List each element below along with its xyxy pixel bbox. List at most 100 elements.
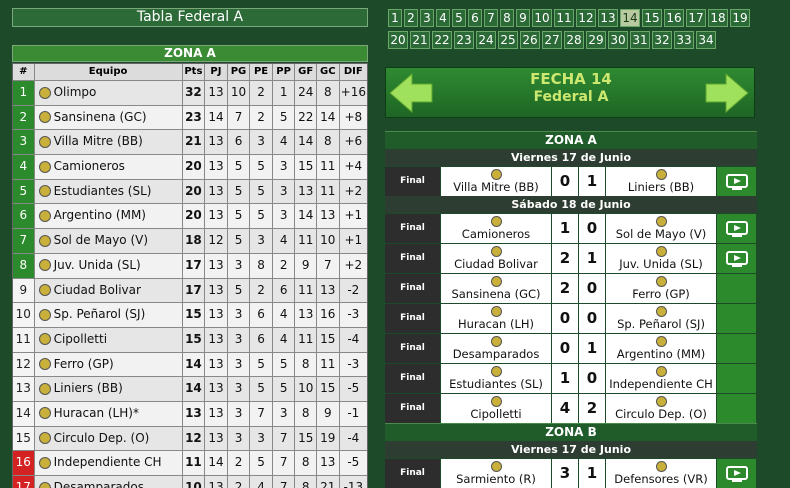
tv-cell[interactable] — [717, 167, 756, 196]
stat-cell: 4 — [272, 327, 295, 352]
round-button[interactable]: 9 — [516, 9, 530, 27]
stat-cell: -1 — [339, 401, 368, 426]
round-button[interactable]: 2 — [404, 9, 418, 27]
home-score: 4 — [552, 394, 578, 423]
round-button[interactable]: 12 — [576, 9, 596, 27]
team-label: Desamparados — [53, 480, 144, 488]
round-button[interactable]: 24 — [476, 31, 496, 49]
round-button[interactable]: 34 — [696, 31, 716, 49]
stat-cell: 10 — [295, 377, 317, 401]
team-cell: Independiente CH — [606, 364, 716, 393]
tv-icon — [725, 173, 748, 190]
match-status: Final — [385, 167, 440, 196]
team-cell: Defensores (VR) — [606, 459, 716, 488]
stat-cell: 20 — [182, 204, 205, 229]
round-button[interactable]: 6 — [468, 9, 482, 27]
team-cell: Ferro (GP) — [606, 274, 716, 303]
team-name: Estudiantes (SL) — [34, 179, 182, 204]
round-button[interactable]: 19 — [730, 9, 750, 27]
date-header: Sábado 18 de Junio — [385, 196, 757, 213]
round-button[interactable]: 26 — [520, 31, 540, 49]
home-score: 2 — [552, 244, 578, 273]
stat-cell: 13 — [182, 401, 205, 426]
team-name: Sp. Peñarol (SJ) — [617, 317, 705, 331]
team-logo — [38, 481, 51, 488]
team-label: Independiente CH — [53, 455, 162, 470]
tv-cell[interactable] — [717, 459, 756, 488]
tv-cell[interactable] — [717, 214, 756, 243]
stat-cell: 7 — [250, 401, 272, 426]
stat-cell: 10 — [227, 81, 250, 105]
round-button[interactable]: 10 — [532, 9, 552, 27]
stat-cell: 32 — [182, 81, 205, 105]
round-button[interactable]: 8 — [500, 9, 514, 27]
standings-row: 4 Camioneros 20 13 5 5 3 15 11 +4 — [13, 155, 368, 179]
team-logo — [38, 209, 51, 222]
stat-cell: 24 — [295, 81, 317, 105]
team-logo — [490, 216, 502, 227]
round-button[interactable]: 3 — [420, 9, 434, 27]
stat-cell: 3 — [227, 303, 250, 327]
round-button[interactable]: 21 — [410, 31, 430, 49]
team-logo — [38, 135, 51, 148]
round-button[interactable]: 33 — [674, 31, 694, 49]
tv-cell[interactable] — [717, 244, 756, 273]
round-button[interactable]: 18 — [708, 9, 728, 27]
stat-cell: 15 — [317, 377, 339, 401]
tv-cell — [717, 304, 756, 333]
round-button[interactable]: 29 — [586, 31, 606, 49]
round-button[interactable]: 14 — [620, 9, 640, 27]
team-name: Circulo Dep. (O) — [34, 426, 182, 451]
next-arrow[interactable] — [704, 72, 750, 114]
team-label: Sol de Mayo (V) — [53, 233, 149, 248]
team-name: Sol de Mayo (V) — [615, 227, 707, 241]
round-button[interactable]: 15 — [642, 9, 662, 27]
stat-cell: 13 — [205, 130, 227, 155]
team-name: Camioneros — [461, 227, 531, 241]
team-cell: Juv. Unida (SL) — [606, 244, 716, 273]
round-button[interactable]: 22 — [432, 31, 452, 49]
team-label: Liniers (BB) — [53, 381, 123, 396]
round-button[interactable]: 30 — [608, 31, 628, 49]
round-button[interactable]: 13 — [598, 9, 618, 27]
stat-cell: +8 — [339, 105, 368, 130]
round-button[interactable]: 4 — [436, 9, 450, 27]
round-button[interactable]: 27 — [542, 31, 562, 49]
stat-cell: 14 — [205, 451, 227, 475]
match-status: Final — [385, 304, 440, 333]
team-name: Cipolletti — [470, 407, 522, 421]
match-status: Final — [385, 364, 440, 393]
team-name: Olimpo — [34, 81, 182, 105]
stat-cell: 23 — [182, 105, 205, 130]
stat-cell: 18 — [182, 229, 205, 253]
team-logo — [38, 382, 51, 395]
round-button[interactable]: 28 — [564, 31, 584, 49]
round-button[interactable]: 31 — [630, 31, 650, 49]
stat-cell: 7 — [317, 253, 339, 278]
standings-row: 16 Independiente CH 11 14 2 5 7 8 13 -5 — [13, 451, 368, 475]
prev-arrow[interactable] — [388, 72, 434, 114]
stat-cell: +4 — [339, 155, 368, 179]
stat-cell: 5 — [13, 179, 34, 204]
stat-cell: 17 — [182, 278, 205, 303]
round-button[interactable]: 17 — [686, 9, 706, 27]
stat-cell: 3 — [13, 130, 34, 155]
round-button[interactable]: 23 — [454, 31, 474, 49]
round-button[interactable]: 1 — [388, 9, 402, 27]
team-logo — [38, 259, 51, 272]
round-button[interactable]: 16 — [664, 9, 684, 27]
team-label: Estudiantes (SL) — [53, 183, 152, 198]
stat-cell: 17 — [13, 476, 34, 488]
round-button[interactable]: 5 — [452, 9, 466, 27]
round-button[interactable]: 32 — [652, 31, 672, 49]
round-button[interactable]: 7 — [484, 9, 498, 27]
round-button[interactable]: 11 — [554, 9, 574, 27]
round-button[interactable]: 25 — [498, 31, 518, 49]
team-logo — [38, 86, 51, 99]
stat-cell: 5 — [250, 377, 272, 401]
round-button[interactable]: 20 — [388, 31, 408, 49]
stat-cell: -5 — [339, 451, 368, 475]
stat-cell: 15 — [317, 327, 339, 352]
match-status: Final — [385, 214, 440, 243]
